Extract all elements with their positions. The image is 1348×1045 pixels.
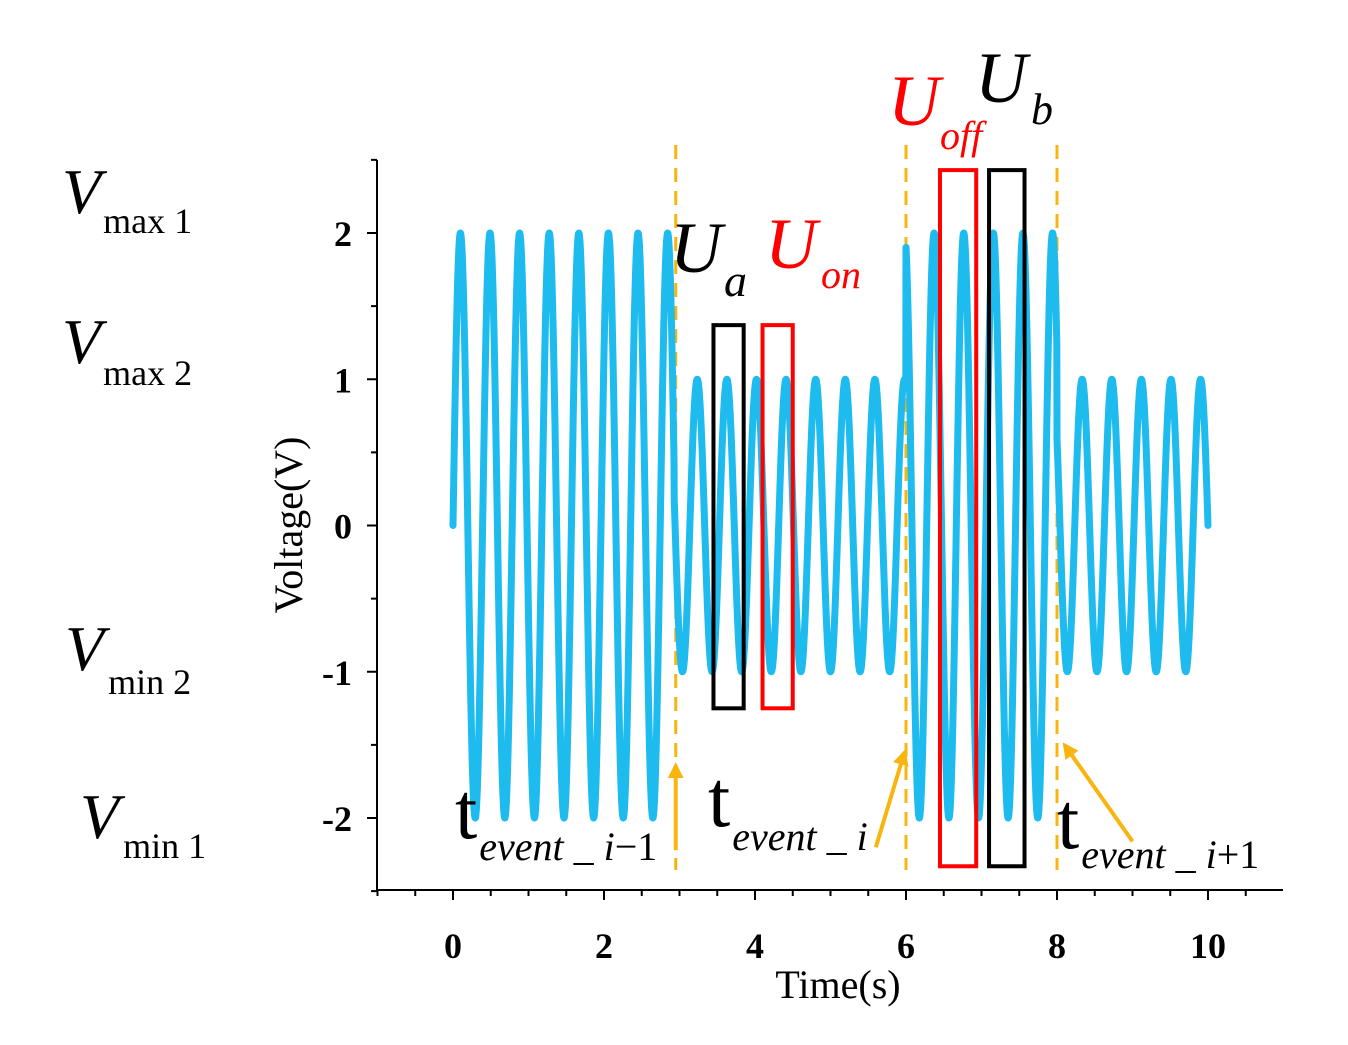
box-ua xyxy=(711,323,746,711)
arrow-event-i-plus-1 xyxy=(1062,742,1135,843)
event-arrows xyxy=(667,742,1135,851)
y-tick-label: 1 xyxy=(334,360,352,400)
label-ub: Ub xyxy=(975,38,1053,134)
x-tick-label: 2 xyxy=(595,926,613,966)
x-ticks: 0 2 4 6 8 10 xyxy=(376,890,1247,966)
x-tick-label: 0 xyxy=(444,926,462,966)
y-axis-title: Voltage(V) xyxy=(266,437,311,614)
label-t-event-i: tevent _ i xyxy=(708,756,868,859)
x-tick-label: 10 xyxy=(1190,926,1226,966)
box-uoff xyxy=(937,168,979,869)
x-tick-label: 4 xyxy=(746,926,764,966)
box-ub xyxy=(987,168,1027,869)
y-tick-label: -1 xyxy=(322,653,352,693)
y-tick-label: 2 xyxy=(334,214,352,254)
vmax2-label: Vmax 2 xyxy=(62,306,192,393)
arrow-event-i xyxy=(873,749,909,848)
label-t-event-i-plus-1: tevent _ i+1 xyxy=(1057,778,1259,877)
x-tick-label: 8 xyxy=(1048,926,1066,966)
window-boxes xyxy=(711,168,1027,869)
label-t-event-i-minus-1: tevent _ i−1 xyxy=(455,768,657,869)
y-ticks: -2 -1 0 1 2 xyxy=(322,158,377,893)
y-tick-label: 0 xyxy=(334,507,352,547)
label-ua: Ua xyxy=(670,208,747,306)
box-uon xyxy=(760,323,795,711)
signal-series-line xyxy=(449,229,1212,822)
x-tick-label: 6 xyxy=(897,926,915,966)
label-uoff: Uoff xyxy=(888,61,987,158)
y-tick-label: -2 xyxy=(322,799,352,839)
vmax1-label: Vmax 1 xyxy=(62,156,192,241)
x-axis-title: Time(s) xyxy=(775,962,900,1007)
